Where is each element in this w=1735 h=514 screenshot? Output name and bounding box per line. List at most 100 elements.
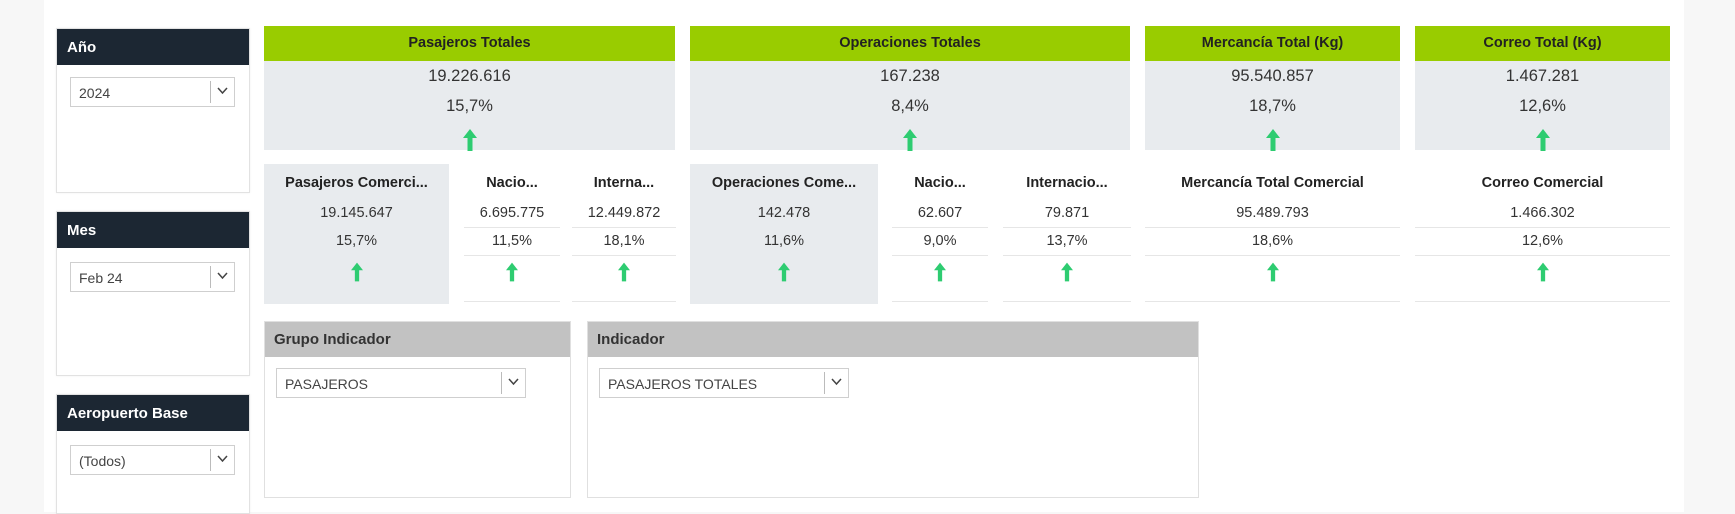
filter-year-title: Año	[57, 29, 249, 65]
kpi-pasajeros-title: Pasajeros Totales	[264, 26, 675, 61]
kpi-pasajeros-card: Pasajeros Totales 19.226.616 15,7%	[264, 26, 675, 151]
kpi-correo-value: 1.467.281	[1505, 67, 1580, 85]
year-select[interactable]: 2024	[70, 77, 235, 107]
arrow-up-icon	[1061, 262, 1073, 282]
sub-title: Interna...	[593, 175, 655, 191]
sub-title: Nacio...	[486, 175, 538, 191]
sub-value: 95.489.793	[1236, 205, 1309, 221]
airport-select-value: (Todos)	[79, 453, 126, 469]
kpi-pasajeros-value: 19.226.616	[428, 67, 511, 85]
indicador-select[interactable]: PASAJEROS TOTALES	[599, 368, 849, 398]
sub-value: 19.145.647	[320, 205, 393, 221]
sub-title: Correo Comercial	[1481, 175, 1604, 191]
sub-pasajeros-internacionales: Interna... 12.449.872 18,1%	[572, 164, 676, 304]
divider	[572, 227, 676, 228]
divider	[464, 255, 560, 256]
kpi-correo-pct: 12,6%	[1519, 97, 1566, 115]
sub-pct: 11,5%	[491, 233, 533, 249]
arrow-up-icon	[778, 262, 790, 282]
kpi-pasajeros-pct: 15,7%	[446, 97, 493, 115]
divider	[464, 227, 560, 228]
filter-airport-panel: Aeropuerto Base (Todos)	[56, 394, 250, 514]
sub-operaciones-nacionales: Nacio... 62.607 9,0%	[892, 164, 988, 304]
kpi-mercancia-card: Mercancía Total (Kg) 95.540.857 18,7%	[1145, 26, 1400, 151]
divider	[1003, 227, 1131, 228]
arrow-up-icon	[1535, 129, 1550, 151]
sub-title: Pasajeros Comerci...	[285, 175, 428, 191]
sub-pct: 9,0%	[923, 233, 957, 249]
kpi-correo-title: Correo Total (Kg)	[1415, 26, 1670, 61]
indicador-title: Indicador	[588, 322, 1198, 357]
divider	[572, 255, 676, 256]
grupo-indicador-title: Grupo Indicador	[265, 322, 570, 357]
arrow-up-icon	[1266, 262, 1279, 282]
sub-pct: 11,6%	[763, 233, 805, 249]
sub-pasajeros-nacionales: Nacio... 6.695.775 11,5%	[464, 164, 560, 304]
arrow-up-icon	[618, 262, 630, 282]
sub-value: 142.478	[757, 205, 811, 221]
divider	[892, 301, 988, 302]
filter-year-panel: Año 2024	[56, 28, 250, 193]
grupo-indicador-select[interactable]: PASAJEROS	[276, 368, 526, 398]
month-select[interactable]: Feb 24	[70, 262, 235, 292]
sub-title: Internacio...	[1026, 175, 1108, 191]
sub-title: Operaciones Come...	[711, 175, 857, 191]
divider	[1145, 255, 1400, 256]
filter-month-title: Mes	[57, 212, 249, 248]
kpi-operaciones-value: 167.238	[880, 67, 940, 85]
chevron-down-icon[interactable]	[210, 449, 234, 471]
filter-airport-title: Aeropuerto Base	[57, 395, 249, 431]
divider	[1415, 255, 1670, 256]
sub-pct: 13,7%	[1046, 233, 1088, 249]
sub-title: Mercancía Total Comercial	[1181, 175, 1364, 191]
kpi-mercancia-title: Mercancía Total (Kg)	[1145, 26, 1400, 61]
sub-operaciones-internacionales: Internacio... 79.871 13,7%	[1003, 164, 1131, 304]
chevron-down-icon[interactable]	[501, 372, 525, 394]
sub-pct: 12,6%	[1521, 233, 1564, 249]
sub-pct: 18,1%	[603, 233, 645, 249]
airport-select[interactable]: (Todos)	[70, 445, 235, 475]
divider	[572, 301, 676, 302]
divider	[1415, 227, 1670, 228]
divider	[464, 301, 560, 302]
sub-pct: 18,6%	[1251, 233, 1294, 249]
divider	[1145, 227, 1400, 228]
grupo-indicador-value: PASAJEROS	[285, 376, 368, 392]
indicador-panel: Indicador PASAJEROS TOTALES	[587, 321, 1199, 498]
kpi-correo-card: Correo Total (Kg) 1.467.281 12,6%	[1415, 26, 1670, 151]
sub-pasajeros-comerciales: Pasajeros Comerci... 19.145.647 15,7%	[264, 164, 449, 304]
sub-value: 6.695.775	[479, 205, 545, 221]
sub-correo-comercial: Correo Comercial 1.466.302 12,6%	[1415, 164, 1670, 304]
chevron-down-icon[interactable]	[210, 266, 234, 288]
arrow-up-icon	[462, 129, 477, 151]
divider	[1003, 301, 1131, 302]
chevron-down-icon[interactable]	[210, 81, 234, 103]
divider	[1415, 301, 1670, 302]
divider	[892, 227, 988, 228]
sub-value: 79.871	[1044, 205, 1090, 221]
sub-value: 12.449.872	[587, 205, 661, 221]
arrow-up-icon	[1265, 129, 1280, 151]
kpi-mercancia-value: 95.540.857	[1231, 67, 1314, 85]
divider	[1145, 301, 1400, 302]
sub-value: 1.466.302	[1510, 205, 1575, 221]
chevron-down-icon[interactable]	[824, 372, 848, 394]
kpi-operaciones-card: Operaciones Totales 167.238 8,4%	[690, 26, 1130, 151]
year-select-value: 2024	[79, 85, 111, 101]
arrow-up-icon	[934, 262, 946, 282]
arrow-up-icon	[903, 129, 917, 151]
divider	[1003, 255, 1131, 256]
sub-value: 62.607	[917, 205, 963, 221]
sub-pct: 15,7%	[335, 233, 378, 249]
sub-mercancia-comercial: Mercancía Total Comercial 95.489.793 18,…	[1145, 164, 1400, 304]
sub-operaciones-comerciales: Operaciones Come... 142.478 11,6%	[690, 164, 878, 304]
grupo-indicador-panel: Grupo Indicador PASAJEROS	[264, 321, 571, 498]
divider	[892, 255, 988, 256]
month-select-value: Feb 24	[79, 270, 123, 286]
kpi-operaciones-title: Operaciones Totales	[690, 26, 1130, 61]
arrow-up-icon	[506, 262, 518, 282]
filter-month-panel: Mes Feb 24	[56, 211, 250, 376]
kpi-mercancia-pct: 18,7%	[1249, 97, 1296, 115]
sub-title: Nacio...	[914, 175, 966, 191]
arrow-up-icon	[350, 262, 363, 282]
